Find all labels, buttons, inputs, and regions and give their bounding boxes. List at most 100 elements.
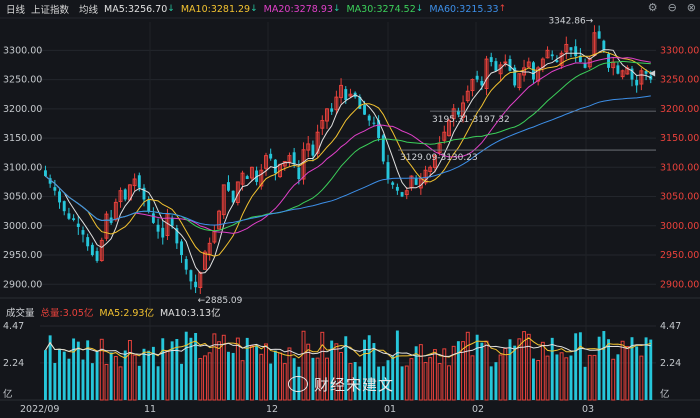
volume-bar-down (395, 330, 399, 400)
price-tick-left: 3200.00 (3, 104, 42, 115)
volume-bar-up (306, 343, 311, 401)
volume-bar-up (278, 352, 283, 401)
candle-down (231, 190, 235, 203)
candle-up (282, 160, 287, 167)
volume-bar-down (161, 338, 165, 400)
volume-bar-up (409, 358, 414, 401)
volume-bar-down (58, 348, 61, 400)
volume-bar-up (113, 356, 118, 401)
candle-down (273, 159, 277, 174)
volume-unit-left: 亿 (3, 388, 13, 400)
ma30-label: MA30:3274.52 (346, 3, 416, 15)
candle-up (334, 96, 339, 111)
candle-up (517, 73, 522, 89)
volume-bar-down (400, 366, 404, 400)
high-annotation: 3342.86→ (548, 16, 593, 26)
volume-bar-down (194, 332, 198, 400)
candle-down (175, 228, 179, 244)
candle-up (545, 49, 550, 59)
candle-up (264, 155, 268, 169)
candle-down (297, 167, 301, 180)
candle-down (569, 47, 573, 51)
volume-bar-down (578, 332, 582, 400)
settings-icon[interactable]: ⚙ (647, 1, 658, 14)
candle-down (245, 176, 249, 180)
price-tick-left: 3250.00 (3, 75, 42, 86)
volume-bar-down (72, 338, 76, 400)
candle-down (395, 186, 399, 191)
volume-bar-down (273, 350, 277, 400)
date-axis: 2022/09 11 12 01 02 03 (0, 402, 700, 418)
date-tick: 02 (472, 404, 485, 415)
gap-annotation: 3129.09-3130.23 (400, 153, 478, 163)
candle-up (503, 61, 508, 64)
volume-bar-down (151, 346, 155, 400)
price-tick-right: 2950.00 (660, 250, 699, 261)
volume-bar-up (418, 344, 423, 401)
volume-bar-down (245, 337, 249, 400)
volume-bar-down (180, 363, 183, 400)
low-annotation: ←2885.09 (198, 296, 243, 306)
volume-bar-down (255, 345, 259, 400)
candle-up (432, 155, 437, 168)
volume-bar-down (607, 339, 610, 400)
volume-bar-down (616, 354, 620, 400)
candle-down (344, 89, 348, 101)
current-price-marker: ◀ (649, 69, 656, 78)
price-tick-right: 3250.00 (660, 75, 699, 86)
candle-down (381, 135, 385, 162)
volume-bar-up (132, 354, 137, 401)
candle-down (532, 62, 535, 80)
candle-down (377, 120, 381, 139)
price-tick-right: 2900.00 (660, 279, 699, 290)
ma10-arrow: ↓ (250, 4, 258, 14)
price-tick-right: 3200.00 (660, 104, 699, 115)
ma30-line (45, 60, 651, 232)
volume-bar-up (99, 338, 104, 401)
volume-bar-down (532, 358, 535, 400)
gap-annotation: 3195.31-3197.32 (432, 115, 510, 125)
volume-bar-down (95, 350, 99, 400)
chart-header: 日线 上证指数 均线 MA5:3256.70 ↓ MA10:3281.29 ↓ MA… (0, 0, 700, 18)
volume-bar-up (611, 358, 616, 401)
volume-bar-down (602, 331, 606, 400)
volume-bar-up (442, 348, 447, 401)
candle-up (104, 213, 109, 239)
volume-bar-down (53, 362, 57, 400)
volume-bar-down (147, 350, 151, 400)
volume-bar-down (456, 341, 460, 400)
candle-up (465, 90, 470, 102)
candle-up (451, 108, 456, 120)
candle-down (583, 63, 587, 68)
volume-bar-up (432, 349, 437, 401)
avg-label[interactable]: 均线 (79, 5, 99, 16)
volume-bar-up (240, 360, 245, 401)
candle-down (480, 80, 484, 86)
candle-up (559, 52, 564, 66)
volume-bar-up (264, 343, 268, 401)
close-icon[interactable]: ⊗ (686, 1, 696, 14)
ma60-arrow: ↑ (498, 4, 507, 14)
volume-bar-down (358, 366, 362, 400)
candle-down (602, 40, 606, 51)
volume-bar-up (212, 333, 217, 401)
volume-bar-down (170, 341, 174, 400)
candle-down (156, 224, 160, 232)
volume-bar-up (198, 358, 203, 401)
minus-icon[interactable]: ⊖ (667, 1, 677, 14)
volume-bar-down (344, 336, 348, 400)
volume-bar-down (137, 365, 141, 400)
candle-down (358, 96, 362, 109)
volume-bar-up (461, 341, 466, 401)
volume-bar-down (377, 366, 381, 400)
candle-up (470, 79, 475, 92)
price-tick-left: 3150.00 (3, 133, 42, 144)
candle-down (489, 57, 493, 63)
volume-bar-up (526, 333, 531, 401)
watermark: 财经宋建文 (288, 374, 394, 395)
period-label[interactable]: 日线 (6, 5, 26, 16)
volume-bar-down (90, 363, 94, 400)
ma10-line (45, 50, 652, 257)
volume-bar-down (184, 331, 188, 400)
